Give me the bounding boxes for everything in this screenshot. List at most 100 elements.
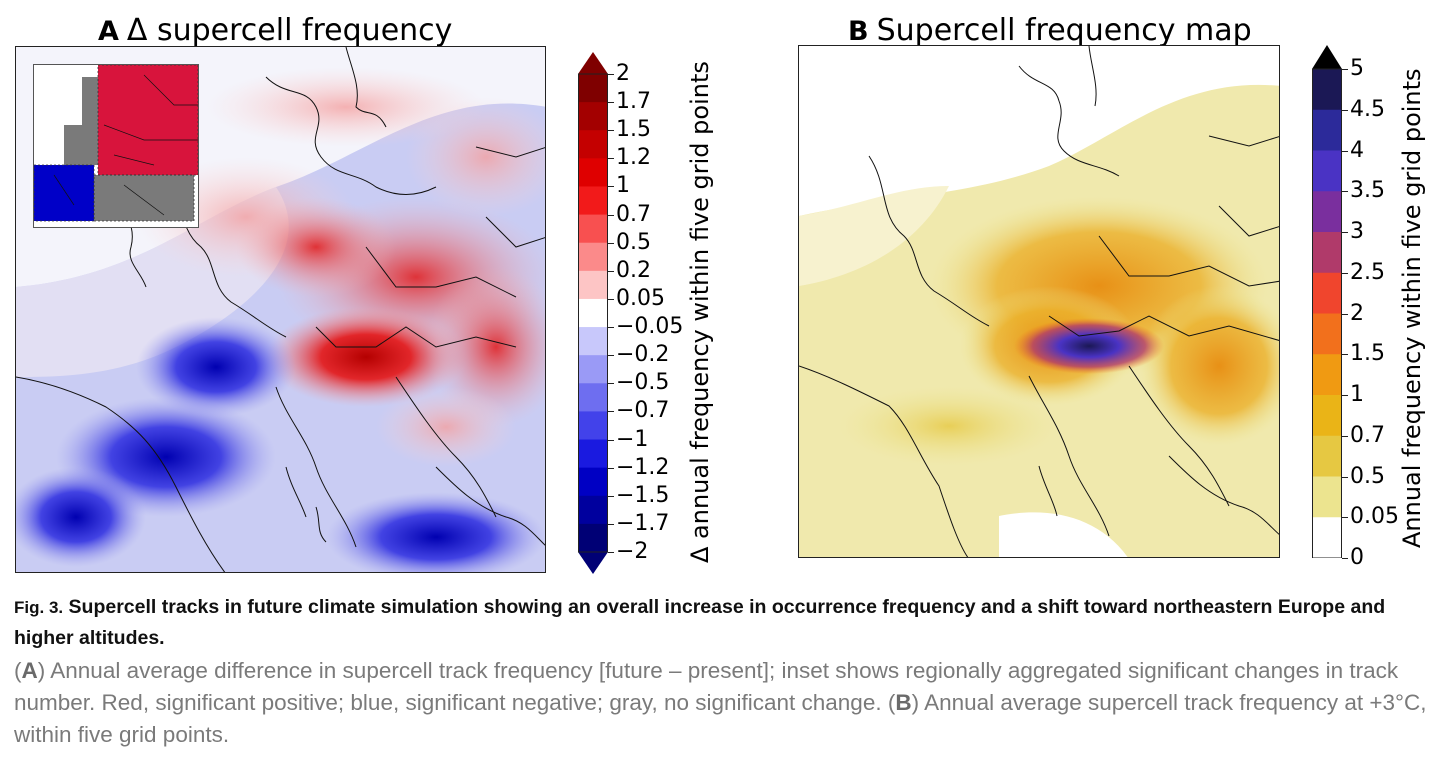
caption-body-b: Annual average supercell track frequency… [14,690,1427,747]
panel-a-title-text: Δ supercell frequency [126,13,453,48]
panel-b-colorbar-segment [1312,150,1342,192]
panel-a-colorbar-tick-mark [608,74,614,75]
caption-body-a: Annual average difference in supercell t… [14,658,1399,715]
panel-a-colorbar-tick-mark [608,130,614,132]
panel-b-colorbar-tick-mark [1342,558,1348,559]
panel-b-colorbar-segment [1312,109,1342,151]
panel-b-colorbar-segment [1312,395,1342,437]
panel-b-colorbar-segment [1312,272,1342,314]
caption-body: (A) Annual average difference in superce… [14,658,1427,747]
panel-b-colorbar-tick-mark [1342,435,1348,437]
panel-a-colorbar-tick-label: −1.5 [616,482,670,508]
panel-a-colorbar-tick-label: 0.5 [616,229,651,255]
panel-b-colorbar-segment [1312,476,1342,518]
panel-a-colorbar-tick-mark [608,327,614,329]
panel-b-colorbar-tick-mark [1342,272,1348,274]
panel-a-colorbar-segment [578,74,608,103]
panel-b-colorbar-segment [1312,69,1342,111]
panel-a-colorbar-segment [578,102,608,131]
caption-fig-label: Fig. 3. [14,598,64,617]
panel-b-colorbar-segment [1312,517,1342,559]
panel-b-title: B Supercell frequency map [848,14,1252,49]
panel-a-colorbar-tick-label: 1.5 [616,117,651,143]
panel-b-colorbar [1312,45,1342,559]
panel-b-colorbar-tick-mark [1342,69,1348,70]
panel-a-colorbar-segment [578,158,608,187]
panel-a-letter: A [98,16,119,47]
panel-a-colorbar-tick-mark [608,214,614,216]
caption-heading-text: Supercell tracks in future climate simul… [14,596,1386,649]
panel-b-colorbar-extend-top [1312,45,1342,69]
panel-b-colorbar-tick-mark [1342,232,1348,233]
panel-a-colorbar-segment [578,242,608,272]
panel-a-colorbar-segment [578,467,608,497]
panel-a-colorbar-tick-label: −1.7 [616,510,670,536]
panel-a-colorbar-tick-mark [608,467,614,469]
panel-b-colorbar-tick-label: 3 [1350,219,1364,244]
panel-b-colorbar-tick-mark [1342,313,1348,315]
panel-a-colorbar-segment [578,214,608,244]
panel-b-colorbar-segment [1312,354,1342,396]
panel-a-colorbar-tick-mark [608,270,614,272]
panel-a-colorbar-tick-mark [608,298,614,300]
panel-a-colorbar-tick-label: −0.5 [616,370,670,396]
panel-a-map [15,46,546,573]
panel-a-colorbar-label: Δ annual frequency within five grid poin… [686,61,714,563]
panel-a-colorbar-segment [578,495,608,525]
panel-a-colorbar-graphic [578,52,608,574]
panel-a-colorbar-tick-label: 0.05 [616,285,665,311]
inset-regions-graphic [34,65,198,222]
panel-a-colorbar-tick-mark [608,355,614,357]
caption-body-a-letter: A [21,658,38,683]
panel-a-colorbar-tick-label: −1.2 [616,454,670,480]
figure-caption: Fig. 3. Supercell tracks in future clima… [14,592,1434,751]
panel-a-colorbar-tick-label: 0.2 [616,257,651,283]
panel-a-colorbar-tick-mark [608,439,614,441]
panel-a-colorbar [578,52,608,574]
panel-a-colorbar-segment [578,130,608,159]
panel-b-colorbar-tick-mark [1342,354,1348,356]
panel-b-colorbar-label: Annual frequency within five grid points [1398,68,1426,548]
panel-b-colorbar-segment [1312,435,1342,477]
panel-b-colorbar-tick-label: 1.5 [1350,341,1385,367]
panel-b-colorbar-tick-label: 1 [1350,382,1364,407]
panel-a-colorbar-frame [578,73,608,553]
panel-a-colorbar-tick-mark [608,102,614,104]
caption-body-b-letter: B [895,690,912,715]
panel-b-colorbar-tick-mark [1342,395,1348,396]
panel-b-colorbar-tick-label: 0.5 [1350,463,1385,489]
panel-a-colorbar-segment [578,327,608,356]
panel-a-colorbar-tick-label: 1.2 [616,145,651,171]
panel-b-map-graphic [799,46,1279,557]
panel-b-colorbar-tick-mark [1342,109,1348,111]
panel-a-colorbar-extend-top [578,52,608,74]
panel-a-colorbar-segment [578,355,608,384]
panel-a-colorbar-tick-mark [608,411,614,413]
panel-b-colorbar-tick-label: 4 [1350,137,1364,163]
panel-a-colorbar-tick-label: −0.05 [616,314,684,340]
panel-a-colorbar-segment [578,383,608,412]
panel-b-colorbar-graphic [1312,45,1342,559]
panel-a-colorbar-tick-label: −0.7 [616,398,670,424]
panel-b-colorbar-tick-mark [1342,517,1348,519]
panel-b-colorbar-tick-label: 5 [1350,56,1364,81]
panel-a-colorbar-tick-mark [608,158,614,160]
panel-a-colorbar-tick-label: 0.7 [616,201,651,227]
panel-b-colorbar-tick-label: 0.05 [1350,504,1399,530]
panel-a-colorbar-segment [578,186,608,216]
caption-heading: Fig. 3. Supercell tracks in future clima… [14,592,1434,653]
panel-a-colorbar-tick-mark [608,523,614,525]
panel-b-colorbar-tick-label: 0 [1350,545,1364,570]
panel-a-inset [33,64,199,228]
panel-a-map-graphic [16,47,545,572]
panel-b-colorbar-tick-label: 2 [1350,300,1364,326]
panel-a-colorbar-extend-bottom [578,552,608,574]
panel-a-colorbar-tick-label: 1.7 [616,89,651,115]
panel-a-colorbar-segment [578,270,608,300]
panel-b-colorbar-tick-mark [1342,150,1348,152]
panel-b-colorbar-tick-label: 4.5 [1350,96,1385,122]
panel-b-colorbar-tick-mark [1342,476,1348,478]
panel-a-colorbar-tick-mark [608,186,614,188]
panel-b-colorbar-tick-label: 2.5 [1350,259,1385,285]
